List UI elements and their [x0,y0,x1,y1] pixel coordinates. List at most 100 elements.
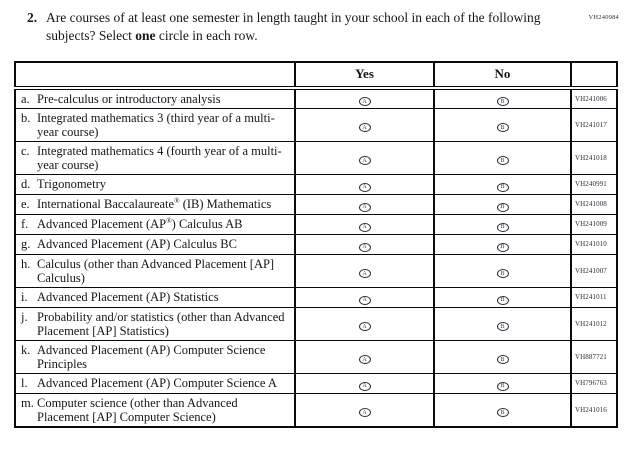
yes-answer-oval[interactable]: A [358,295,371,305]
table-body: a. Pre-calculus or introductory analysis… [14,87,618,428]
row-letter: d. [21,177,31,192]
question-text: Are courses of at least one semester in … [46,9,547,45]
row-code: VH887721 [570,339,618,374]
header-row: Yes No [14,61,618,90]
row-letter: g. [21,237,31,252]
row-code: VH241017 [570,107,618,142]
subject-label: Advanced Placement (AP) Calculus BC [37,237,237,252]
table-row: f. Advanced Placement (AP®) Calculus AB … [14,213,618,235]
table-row: g. Advanced Placement (AP) Calculus BC A… [14,233,618,255]
no-answer-oval[interactable]: B [496,295,509,305]
row-code: VH241008 [570,193,618,215]
col-header-subject [14,61,296,90]
row-code: VH241011 [570,286,618,308]
yes-answer-oval[interactable]: A [358,222,371,232]
subject-label: Probability and/or statistics (other tha… [37,309,285,338]
no-oval-letter: B [500,204,505,211]
subject-label: Trigonometry [37,177,106,192]
yes-oval-letter: A [362,244,367,251]
table-row: e. International Baccalaureate® (IB) Mat… [14,193,618,215]
yes-answer-oval[interactable]: A [358,269,371,279]
yes-answer-oval[interactable]: A [358,97,371,107]
col-header-no: No [433,61,572,90]
yes-oval-letter: A [362,297,367,304]
row-letter: m. [21,395,34,410]
row-letter: c. [21,143,30,158]
row-letter: b. [21,110,31,125]
form-code: VH240984 [588,14,619,21]
yes-answer-oval[interactable]: A [358,381,371,391]
table-row: j. Probability and/or statistics (other … [14,306,618,341]
question-text-prefix: Are courses of at least one semester in … [46,10,541,43]
yes-answer-oval[interactable]: A [358,123,371,133]
no-oval-letter: B [500,383,505,390]
yes-oval-letter: A [362,224,367,231]
no-answer-oval[interactable]: B [496,97,509,107]
row-code: VH240991 [570,173,618,195]
yes-oval-letter: A [362,323,367,330]
yes-answer-oval[interactable]: A [358,408,371,418]
subject-label: Calculus (other than Advanced Placement … [37,256,275,285]
yes-answer-oval[interactable]: A [358,322,371,332]
no-answer-oval[interactable]: B [496,322,509,332]
table-row: b. Integrated mathematics 3 (third year … [14,107,618,142]
row-letter: i. [21,290,28,305]
no-oval-letter: B [500,224,505,231]
no-answer-oval[interactable]: B [496,123,509,133]
row-letter: k. [21,342,31,357]
row-code: VH796763 [570,372,618,394]
no-oval-letter: B [500,98,505,105]
table-row: a. Pre-calculus or introductory analysis… [14,87,618,109]
row-code: VH241009 [570,213,618,235]
no-answer-oval[interactable]: B [496,242,509,252]
no-answer-oval[interactable]: B [496,182,509,192]
row-letter: a. [21,91,30,106]
row-code: VH241016 [570,392,618,428]
question-text-bold: one [135,27,156,43]
no-oval-letter: B [500,184,505,191]
row-letter: l. [21,376,28,391]
row-letter: h. [21,256,31,271]
table-row: h. Calculus (other than Advanced Placeme… [14,253,618,288]
subject-label: Pre-calculus or introductory analysis [37,91,221,106]
yes-answer-oval[interactable]: A [358,156,371,166]
no-oval-letter: B [500,323,505,330]
yes-oval-letter: A [362,184,367,191]
row-code: VH241007 [570,253,618,288]
subject-label: Advanced Placement (AP) Computer Science… [37,342,266,371]
no-answer-oval[interactable]: B [496,381,509,391]
no-answer-oval[interactable]: B [496,355,509,365]
subject-label: Advanced Placement (AP) Computer Science… [37,376,277,391]
yes-answer-oval[interactable]: A [358,242,371,252]
table-row: i. Advanced Placement (AP) Statistics A … [14,286,618,308]
table-row: m. Computer science (other than Advanced… [14,392,618,428]
row-code: VH241010 [570,233,618,255]
question-block: 2. Are courses of at least one semester … [27,9,547,45]
yes-answer-oval[interactable]: A [358,202,371,212]
no-oval-letter: B [500,157,505,164]
subject-label: Advanced Placement (AP®) Calculus AB [37,216,243,232]
yes-answer-oval[interactable]: A [358,182,371,192]
no-oval-letter: B [500,124,505,131]
yes-oval-letter: A [362,270,367,277]
subject-label: Integrated mathematics 4 (fourth year of… [37,143,282,172]
no-answer-oval[interactable]: B [496,408,509,418]
subject-label: Advanced Placement (AP) Statistics [37,290,219,305]
no-answer-oval[interactable]: B [496,269,509,279]
no-answer-oval[interactable]: B [496,156,509,166]
col-header-yes: Yes [294,61,435,90]
yes-answer-oval[interactable]: A [358,355,371,365]
no-answer-oval[interactable]: B [496,202,509,212]
no-oval-letter: B [500,244,505,251]
row-letter: j. [21,309,28,324]
question-text-suffix: circle in each row. [155,27,258,43]
row-letter: f. [21,217,29,232]
yes-oval-letter: A [362,204,367,211]
no-answer-oval[interactable]: B [496,222,509,232]
subject-label: Integrated mathematics 3 (third year of … [37,110,275,139]
courses-table: Yes No a. Pre-calculus or introductory a… [14,60,618,428]
yes-oval-letter: A [362,356,367,363]
yes-oval-letter: A [362,383,367,390]
table-row: l. Advanced Placement (AP) Computer Scie… [14,372,618,394]
row-code: VH241006 [570,87,618,109]
